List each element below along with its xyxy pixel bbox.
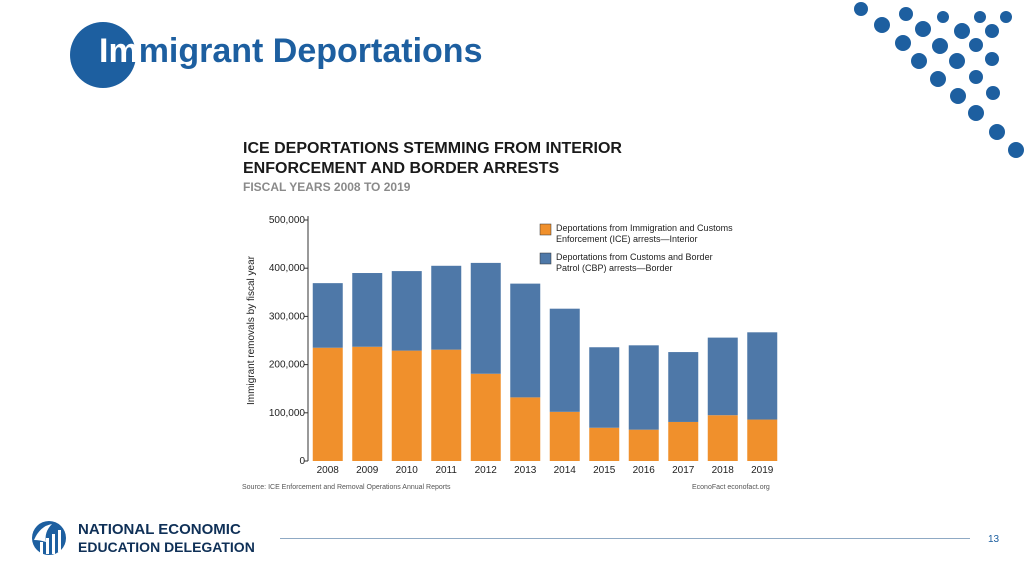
bar-interior-2011	[431, 349, 462, 461]
x-tick-label-2014: 2014	[554, 465, 577, 476]
bar-interior-2009	[352, 346, 383, 461]
bar-interior-2008	[312, 347, 343, 461]
title-circle-decoration	[70, 22, 136, 88]
chart-title-line1: ICE DEPORTATIONS STEMMING FROM INTERIOR	[243, 140, 622, 157]
x-tick-label-2008: 2008	[317, 465, 340, 476]
decorative-dot-pattern	[840, 0, 1024, 165]
decorative-dot	[989, 124, 1005, 140]
legend-swatch-border	[539, 252, 552, 265]
bar-interior-2010	[391, 350, 422, 461]
y-tick-label: 200,000	[269, 360, 306, 371]
decorative-dot	[932, 38, 948, 54]
page-number: 13	[988, 534, 1000, 545]
legend-swatch-interior	[539, 223, 552, 236]
bar-border-2017	[668, 352, 699, 422]
bar-interior-2015	[589, 427, 620, 461]
decorative-dot	[950, 88, 966, 104]
bar-border-2012	[470, 262, 501, 374]
legend-label-interior-line1: Deportations from Immigration and Custom…	[556, 223, 733, 233]
chart-title: ICE DEPORTATIONS STEMMING FROM INTERIOR …	[243, 139, 622, 179]
bar-interior-2017	[668, 421, 699, 461]
x-tick-label-2012: 2012	[475, 465, 498, 476]
globe-icon	[32, 521, 66, 555]
bar-border-2018	[707, 337, 738, 416]
chart-credit: EconoFact econofact.org	[692, 484, 770, 491]
decorative-dot	[968, 105, 984, 121]
bar-border-2016	[628, 345, 659, 430]
decorative-dot	[986, 86, 1000, 100]
bar-interior-2016	[628, 429, 659, 461]
bar-interior-2019	[747, 419, 778, 461]
decorative-dot	[854, 2, 868, 16]
legend-label-border-line1: Deportations from Customs and Border	[556, 252, 713, 262]
x-tick-label-2011: 2011	[435, 465, 457, 476]
decorative-dot	[954, 23, 970, 39]
slide-title: Immigrant Deportations	[99, 32, 483, 71]
y-tick-label: 0	[299, 456, 305, 467]
chart-subtitle: FISCAL YEARS 2008 TO 2019	[243, 180, 411, 194]
bar-border-2008	[312, 283, 343, 348]
y-tick-label: 300,000	[269, 311, 306, 322]
bar-border-2014	[549, 308, 580, 412]
footer-logo: NATIONAL ECONOMIC EDUCATION DELEGATION	[30, 518, 290, 558]
decorative-dot	[985, 52, 999, 66]
decorative-dot	[969, 38, 983, 52]
y-axis-label: Immigrant removals by fiscal year	[246, 255, 257, 405]
bar-border-2009	[352, 273, 383, 347]
slide-title-lead: Im	[99, 32, 139, 70]
decorative-dot	[985, 24, 999, 38]
footer-org-line2: EDUCATION DELEGATION	[78, 539, 255, 555]
decorative-dot	[915, 21, 931, 37]
x-tick-label-2010: 2010	[396, 465, 419, 476]
footer-divider	[280, 538, 970, 539]
y-tick-label: 400,000	[269, 263, 306, 274]
bar-border-2010	[391, 271, 422, 351]
x-tick-label-2017: 2017	[672, 465, 695, 476]
bar-border-2015	[589, 347, 620, 428]
bar-interior-2014	[549, 411, 580, 461]
y-tick-label: 500,000	[269, 215, 306, 226]
decorative-dot	[937, 11, 949, 23]
footer-org-line1: NATIONAL ECONOMIC	[78, 521, 241, 538]
chart-source: Source: ICE Enforcement and Removal Oper…	[242, 484, 451, 491]
chart-title-line2: ENFORCEMENT AND BORDER ARRESTS	[243, 160, 560, 177]
decorative-dot	[895, 35, 911, 51]
decorative-dot	[899, 7, 913, 21]
stacked-bar-chart: 0 100,000 200,000 300,000 400,000 500,000 Immi…	[246, 215, 778, 476]
decorative-dot	[949, 53, 965, 69]
x-tick-label-2016: 2016	[633, 465, 656, 476]
bar-border-2011	[431, 265, 462, 350]
x-tick-label-2009: 2009	[356, 465, 379, 476]
bar-border-2013	[510, 283, 541, 398]
bar-interior-2012	[470, 373, 501, 461]
slide-title-block: Immigrant Deportations	[70, 22, 550, 88]
bar-interior-2018	[707, 415, 738, 461]
decorative-dot	[969, 70, 983, 84]
slide-title-rest: migrant Deportations	[138, 32, 483, 70]
decorative-dot	[911, 53, 927, 69]
legend-label-interior-line2: Enforcement (ICE) arrests—Interior	[556, 234, 698, 244]
x-tick-label-2019: 2019	[751, 465, 774, 476]
y-tick-label: 100,000	[269, 408, 306, 419]
legend-label-border-line2: Patrol (CBP) arrests—Border	[556, 263, 673, 273]
decorative-dot	[874, 17, 890, 33]
bar-interior-2013	[510, 397, 541, 461]
decorative-dot	[930, 71, 946, 87]
bar-border-2019	[747, 332, 778, 420]
decorative-dot	[974, 11, 986, 23]
decorative-dot	[1008, 142, 1024, 158]
decorative-dot	[1000, 11, 1012, 23]
x-tick-label-2013: 2013	[514, 465, 537, 476]
x-tick-label-2015: 2015	[593, 465, 616, 476]
x-tick-label-2018: 2018	[712, 465, 735, 476]
